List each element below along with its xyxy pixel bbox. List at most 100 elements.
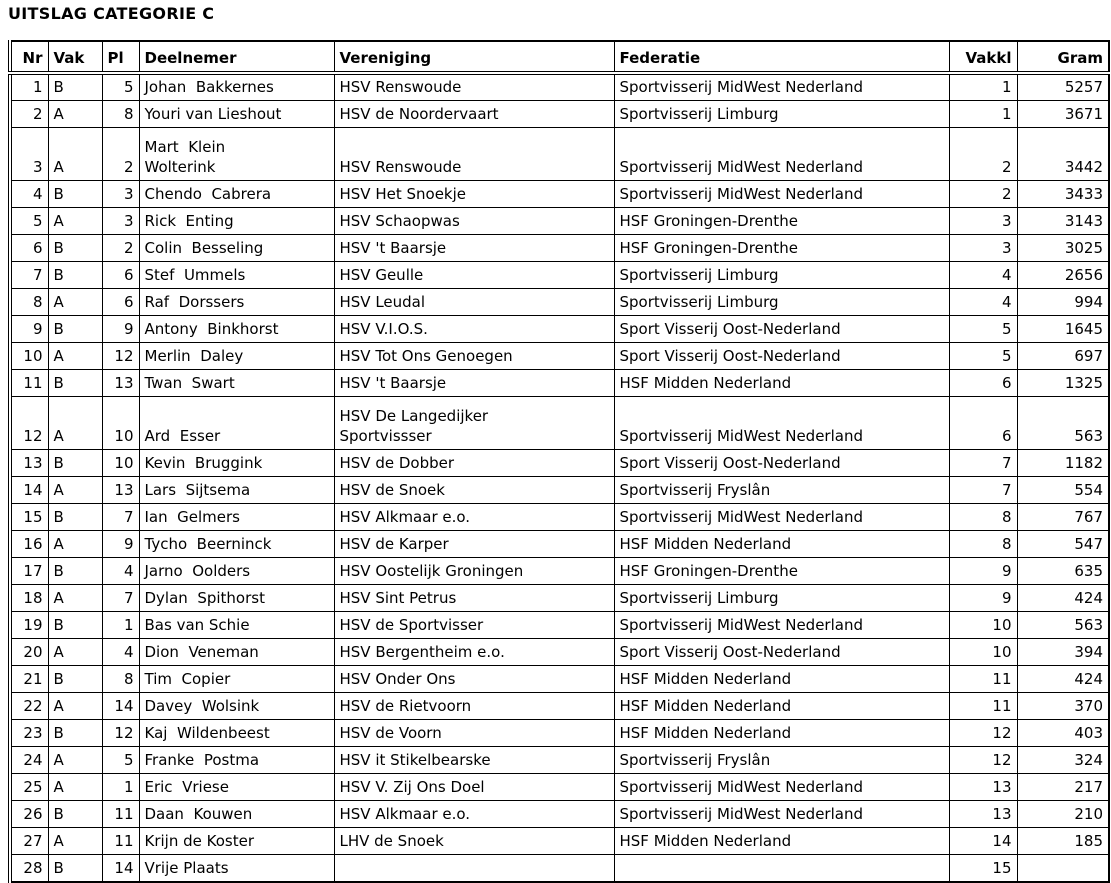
table-row: 22 A 14 Davey Wolsink HSV de Rietvoorn HSF Mi… [9, 692, 1110, 720]
cell-federatie: HSF Groningen-Drenthe [613, 557, 950, 585]
table-row: 20 A 4 Dion Veneman HSV Bergentheim e.o. Spor… [9, 638, 1110, 666]
cell-gram: 554 [1016, 476, 1110, 504]
cell-pl: 13 [101, 476, 140, 504]
cell-vakkl: 8 [948, 503, 1018, 531]
table-row: 7 B 6 Stef Ummels HSV Geulle Sportvisserij Li… [9, 261, 1110, 289]
cell-pl: 12 [101, 719, 140, 747]
cell-pl: 8 [101, 100, 140, 128]
cell-vereniging: HSV Sint Petrus [333, 584, 615, 612]
cell-pl: 10 [101, 449, 140, 477]
cell-deelnemer: Franke Postma [138, 746, 335, 774]
cell-vereniging: HSV Bergentheim e.o. [333, 638, 615, 666]
cell-vakkl: 14 [948, 827, 1018, 855]
cell-vereniging [333, 854, 615, 882]
cell-deelnemer: Rick Enting [138, 207, 335, 235]
cell-nr: 26 [9, 800, 49, 828]
cell-nr: 9 [9, 315, 49, 343]
cell-gram: 994 [1016, 288, 1110, 316]
cell-nr: 27 [9, 827, 49, 855]
table-row: 14 A 13 Lars Sijtsema HSV de Snoek Sportvisse… [9, 476, 1110, 504]
table-row: 10 A 12 Merlin Daley HSV Tot Ons Genoegen Spo… [9, 342, 1110, 370]
cell-deelnemer: Stef Ummels [138, 261, 335, 289]
table-row: 26 B 11 Daan Kouwen HSV Alkmaar e.o. Sportvis… [9, 800, 1110, 828]
cell-vak: A [47, 476, 103, 504]
cell-vak: A [47, 530, 103, 558]
cell-nr: 13 [9, 449, 49, 477]
cell-vak: A [47, 342, 103, 370]
cell-vak: A [47, 396, 103, 450]
cell-deelnemer: Eric Vriese [138, 773, 335, 801]
results-page: UITSLAG CATEGORIE C Nr Vak Pl Deelnemer Vere… [0, 4, 1111, 883]
cell-gram: 424 [1016, 665, 1110, 693]
cell-gram: 635 [1016, 557, 1110, 585]
cell-vakkl: 11 [948, 665, 1018, 693]
cell-vereniging: HSV V. Zij Ons Doel [333, 773, 615, 801]
cell-vak: A [47, 746, 103, 774]
cell-federatie: Sportvisserij Fryslân [613, 476, 950, 504]
table-row: 24 A 5 Franke Postma HSV it Stikelbearske Spo… [9, 746, 1110, 774]
cell-vak: B [47, 503, 103, 531]
cell-vakkl: 13 [948, 800, 1018, 828]
cell-vak: B [47, 449, 103, 477]
cell-nr: 24 [9, 746, 49, 774]
cell-federatie: HSF Midden Nederland [613, 369, 950, 397]
cell-pl: 7 [101, 503, 140, 531]
cell-pl: 8 [101, 665, 140, 693]
cell-vak: A [47, 207, 103, 235]
cell-vak: A [47, 827, 103, 855]
cell-vereniging: LHV de Snoek [333, 827, 615, 855]
cell-pl: 14 [101, 692, 140, 720]
cell-deelnemer: Johan Bakkernes [138, 72, 335, 101]
cell-vereniging: HSV de Voorn [333, 719, 615, 747]
cell-federatie: Sportvisserij MidWest Nederland [613, 773, 950, 801]
cell-federatie: Sportvisserij MidWest Nederland [613, 72, 950, 101]
cell-gram: 424 [1016, 584, 1110, 612]
cell-deelnemer: Daan Kouwen [138, 800, 335, 828]
cell-vak: B [47, 234, 103, 262]
cell-pl: 6 [101, 288, 140, 316]
cell-vak: B [47, 180, 103, 208]
cell-pl: 7 [101, 584, 140, 612]
cell-federatie: HSF Midden Nederland [613, 719, 950, 747]
cell-vakkl: 2 [948, 180, 1018, 208]
cell-federatie: HSF Midden Nederland [613, 665, 950, 693]
cell-deelnemer: Kaj Wildenbeest [138, 719, 335, 747]
cell-vakkl: 15 [948, 854, 1018, 882]
cell-deelnemer: Antony Binkhorst [138, 315, 335, 343]
cell-vereniging: HSV de Dobber [333, 449, 615, 477]
cell-gram: 1325 [1016, 369, 1110, 397]
cell-nr: 25 [9, 773, 49, 801]
cell-deelnemer: Colin Besseling [138, 234, 335, 262]
table-row: 27 A 11 Krijn de Koster LHV de Snoek HSF Midd… [9, 827, 1110, 855]
table-row: 18 A 7 Dylan Spithorst HSV Sint Petrus Sportv… [9, 584, 1110, 612]
cell-nr: 7 [9, 261, 49, 289]
cell-vereniging: HSV Leudal [333, 288, 615, 316]
cell-deelnemer: Raf Dorssers [138, 288, 335, 316]
cell-nr: 11 [9, 369, 49, 397]
cell-gram: 370 [1016, 692, 1110, 720]
cell-vereniging: HSV Renswoude [333, 72, 615, 101]
column-header-vak: Vak [47, 40, 103, 75]
cell-pl: 14 [101, 854, 140, 882]
cell-pl: 1 [101, 773, 140, 801]
table-row: 12 A 10 Ard Esser HSV De Langedijker Sportvi… [9, 396, 1110, 450]
cell-federatie: Sport Visserij Oost-Nederland [613, 449, 950, 477]
table-row: 3 A 2 Mart Klein Wolterink HSV Renswoude Spor… [9, 127, 1110, 181]
cell-pl: 1 [101, 611, 140, 639]
cell-vereniging: HSV Oostelijk Groningen [333, 557, 615, 585]
cell-federatie [613, 854, 950, 882]
cell-vereniging: HSV 't Baarsje [333, 234, 615, 262]
cell-pl: 5 [101, 746, 140, 774]
cell-gram: 403 [1016, 719, 1110, 747]
cell-nr: 8 [9, 288, 49, 316]
cell-vereniging: HSV Geulle [333, 261, 615, 289]
table-row: 4 B 3 Chendo Cabrera HSV Het Snoekje Sportvis… [9, 180, 1110, 208]
cell-gram: 767 [1016, 503, 1110, 531]
cell-gram: 3671 [1016, 100, 1110, 128]
cell-nr: 5 [9, 207, 49, 235]
cell-federatie: Sportvisserij MidWest Nederland [613, 396, 950, 450]
cell-nr: 16 [9, 530, 49, 558]
cell-pl: 11 [101, 827, 140, 855]
cell-nr: 23 [9, 719, 49, 747]
cell-gram: 210 [1016, 800, 1110, 828]
